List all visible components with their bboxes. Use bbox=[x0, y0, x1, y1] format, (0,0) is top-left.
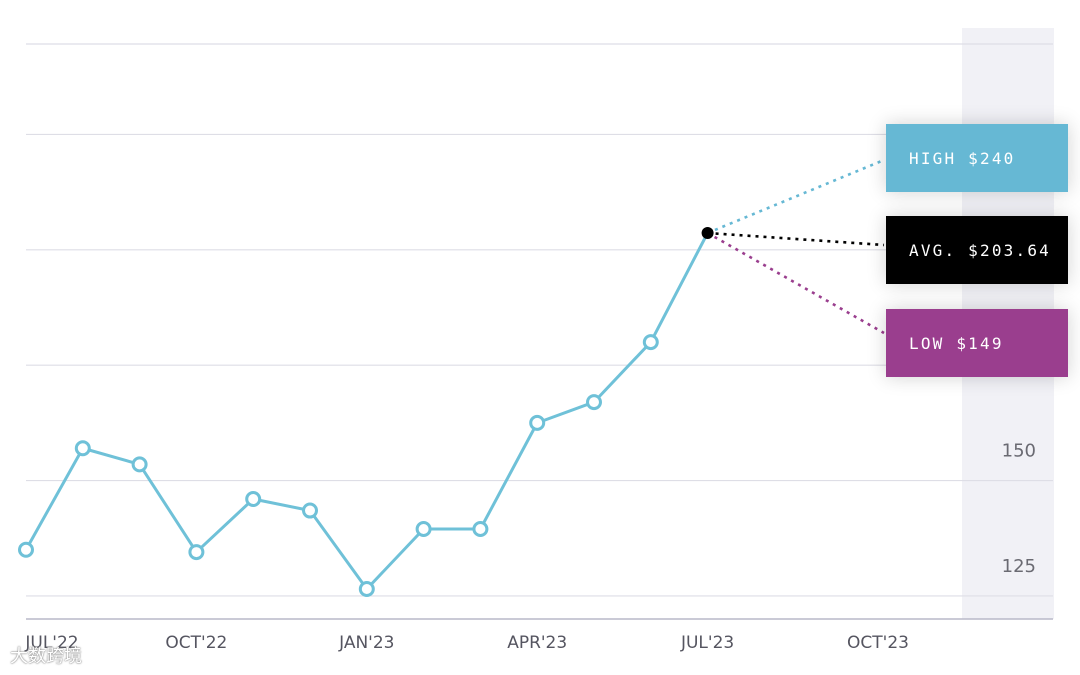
series-point bbox=[642, 334, 659, 351]
y-axis-ticks: 125 150 bbox=[1002, 441, 1036, 577]
series-point bbox=[18, 541, 34, 558]
series-point bbox=[131, 456, 148, 473]
low-forecast-label: LOW $149 bbox=[886, 309, 1068, 377]
series-point bbox=[245, 491, 262, 508]
x-tick-label: APR'23 bbox=[507, 633, 567, 653]
price-series-line bbox=[24, 232, 709, 591]
y-tick-label: 150 bbox=[1002, 441, 1036, 462]
low-connector bbox=[706, 231, 885, 335]
y-tick-label: 125 bbox=[1002, 556, 1036, 577]
x-axis-ticks: JUL'22 OCT'22 JAN'23 APR'23 JUL'23 OCT'23 bbox=[24, 633, 909, 653]
series-point bbox=[302, 502, 318, 519]
x-tick-label: JUL'23 bbox=[680, 633, 734, 653]
x-tick-label: OCT'23 bbox=[847, 633, 909, 653]
series-point bbox=[358, 581, 375, 598]
high-forecast-label: HIGH $240 bbox=[886, 124, 1068, 192]
high-connector bbox=[707, 158, 885, 235]
average-connector bbox=[707, 231, 885, 247]
forecast-connectors bbox=[706, 158, 885, 335]
x-tick-label: JAN'23 bbox=[338, 633, 394, 653]
series-point bbox=[415, 521, 432, 538]
low-forecast-text: LOW $149 bbox=[909, 333, 1004, 353]
current-price-point bbox=[701, 227, 714, 240]
grid-lines bbox=[26, 43, 1053, 620]
watermark: 大数跨境 bbox=[10, 646, 82, 667]
series-point bbox=[529, 414, 546, 431]
price-series-points bbox=[18, 227, 714, 598]
x-tick-label: OCT'22 bbox=[165, 633, 227, 653]
high-forecast-text: HIGH $240 bbox=[909, 148, 1016, 168]
series-point bbox=[472, 521, 489, 538]
series-point bbox=[586, 394, 602, 411]
average-forecast-text: AVG. $203.64 bbox=[909, 240, 1051, 260]
x-tick-label: JUL'22 bbox=[24, 633, 78, 653]
series-point bbox=[74, 440, 91, 457]
average-forecast-label: AVG. $203.64 bbox=[886, 216, 1068, 284]
series-point bbox=[188, 544, 205, 561]
